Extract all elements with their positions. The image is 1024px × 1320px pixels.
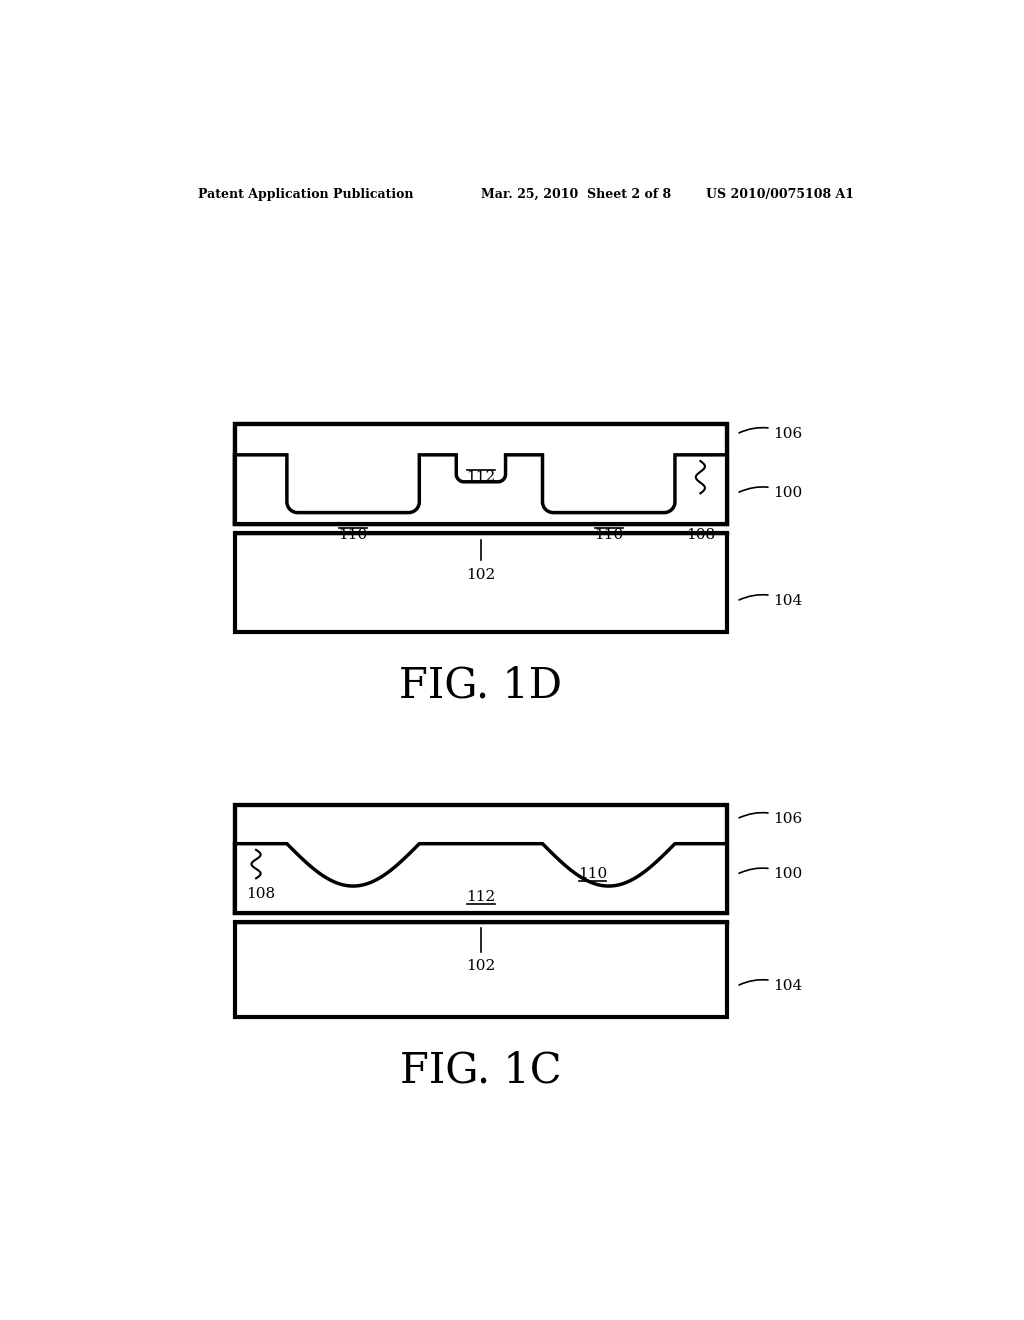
Text: 102: 102 <box>466 568 496 582</box>
Text: FIG. 1D: FIG. 1D <box>399 665 562 706</box>
Text: FIG. 1C: FIG. 1C <box>400 1049 562 1092</box>
Bar <box>234 424 727 524</box>
Text: 108: 108 <box>686 528 716 543</box>
Text: 104: 104 <box>739 594 803 609</box>
Text: 110: 110 <box>339 528 368 543</box>
Text: 112: 112 <box>466 890 496 904</box>
Text: 106: 106 <box>739 812 803 826</box>
Bar <box>234 805 727 913</box>
Text: 100: 100 <box>739 867 803 882</box>
Bar <box>234 923 727 1016</box>
Text: 112: 112 <box>466 470 496 484</box>
Text: Patent Application Publication: Patent Application Publication <box>199 187 414 201</box>
Text: Mar. 25, 2010  Sheet 2 of 8: Mar. 25, 2010 Sheet 2 of 8 <box>481 187 671 201</box>
Bar <box>234 424 727 524</box>
Text: 110: 110 <box>578 867 607 880</box>
Text: 102: 102 <box>466 960 496 973</box>
Bar <box>234 424 727 524</box>
Text: 106: 106 <box>739 428 803 441</box>
Bar <box>234 533 727 632</box>
Polygon shape <box>234 843 727 913</box>
Text: 110: 110 <box>594 528 624 543</box>
Text: 104: 104 <box>739 979 803 993</box>
Text: 100: 100 <box>739 486 803 500</box>
Polygon shape <box>234 455 727 524</box>
Text: US 2010/0075108 A1: US 2010/0075108 A1 <box>707 187 854 201</box>
Text: 108: 108 <box>246 887 275 902</box>
Bar <box>234 805 727 913</box>
